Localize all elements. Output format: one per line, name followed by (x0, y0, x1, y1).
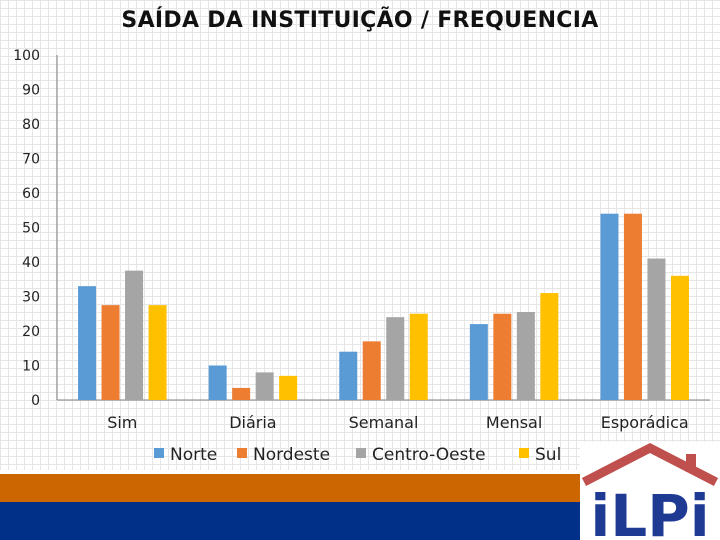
bar (493, 313, 512, 400)
logo-wordmark: iLPi (590, 482, 709, 540)
chart-title: SAÍDA DA INSTITUIÇÃO / FREQUENCIA (121, 8, 599, 33)
bar-chart: 0 10 20 30 40 50 60 70 80 90 100 Sim Diária Semanal Me… (13, 48, 710, 465)
bar (409, 313, 428, 400)
bar (516, 312, 535, 400)
legend-label: Centro-Oeste (372, 445, 486, 465)
bar (623, 213, 642, 400)
legend-swatch (356, 448, 366, 458)
x-tick-label: Semanal (349, 413, 419, 432)
y-tick-label: 40 (22, 255, 40, 271)
bar (670, 275, 689, 400)
legend-label: Nordeste (253, 445, 330, 465)
legend-swatch (237, 448, 247, 458)
bar (78, 286, 97, 400)
logo-chimney-icon (686, 454, 696, 472)
bar (600, 213, 619, 400)
bar (208, 365, 227, 400)
x-tick-label: Sim (107, 413, 137, 432)
legend-swatch (519, 448, 529, 458)
bar (339, 351, 358, 400)
ilpi-logo: iLPi (580, 442, 720, 540)
y-tick-label: 90 (22, 83, 40, 99)
bar (386, 317, 405, 400)
bar (469, 324, 488, 400)
bar (540, 293, 559, 400)
x-tick-label: Mensal (486, 413, 542, 432)
x-tick-label: Diária (229, 413, 276, 432)
bar (148, 305, 167, 400)
y-tick-label: 20 (22, 324, 40, 340)
bar (647, 258, 666, 400)
bar (125, 270, 144, 400)
legend-label: Sul (535, 445, 561, 465)
bar (232, 387, 251, 400)
y-tick-label: 0 (31, 393, 40, 409)
x-tick-label: Esporádica (601, 413, 689, 432)
y-tick-label: 80 (22, 117, 40, 133)
legend-label: Norte (170, 445, 217, 465)
y-tick-label: 60 (22, 186, 40, 202)
legend-swatch (154, 448, 164, 458)
y-tick-label: 30 (22, 290, 40, 306)
y-tick-label: 50 (22, 221, 40, 237)
bar (101, 305, 120, 400)
y-tick-label: 10 (22, 359, 40, 375)
bar (255, 372, 274, 400)
bar (362, 341, 381, 400)
background-grid (0, 0, 720, 470)
y-tick-label: 100 (13, 48, 40, 64)
bar (279, 375, 298, 400)
y-tick-label: 70 (22, 152, 40, 168)
